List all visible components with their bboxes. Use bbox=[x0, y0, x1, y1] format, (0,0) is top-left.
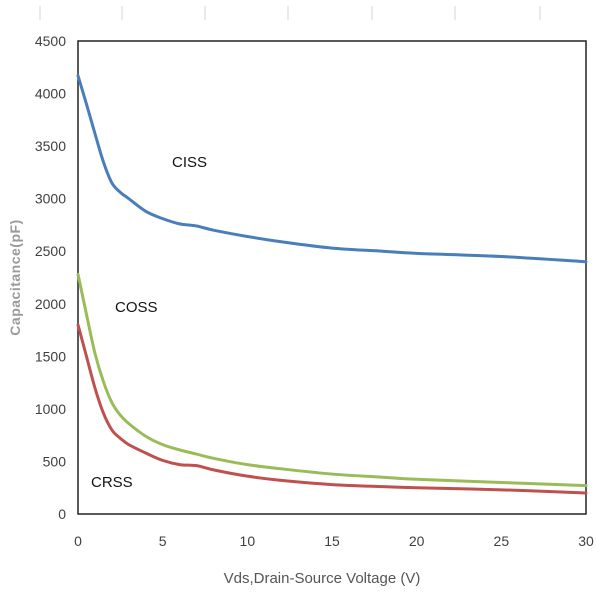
x-axis-title: Vds,Drain-Source Voltage (V) bbox=[224, 570, 421, 587]
series-line-ciss bbox=[76, 74, 588, 264]
y-tick-label: 2500 bbox=[35, 243, 66, 259]
x-tick-label: 20 bbox=[409, 533, 425, 549]
series-label-coss: COSS bbox=[115, 299, 158, 316]
series-label-ciss: CISS bbox=[172, 154, 207, 171]
series-label-crss: CRSS bbox=[91, 474, 133, 491]
y-tick-label: 3000 bbox=[35, 191, 66, 207]
top-tick-marks bbox=[39, 6, 541, 20]
y-tick-label: 1000 bbox=[35, 401, 66, 417]
x-tick-label: 5 bbox=[159, 533, 167, 549]
x-tick-label: 10 bbox=[240, 533, 256, 549]
y-tick-label: 1500 bbox=[35, 348, 66, 364]
ciss-label-background bbox=[163, 145, 213, 179]
x-axis-ticks: 0 5 10 15 20 25 30 bbox=[74, 533, 594, 549]
series-line-coss bbox=[76, 272, 588, 488]
y-tick-label: 500 bbox=[43, 453, 67, 469]
y-tick-label: 4500 bbox=[35, 33, 66, 49]
plot-area-frame bbox=[77, 40, 587, 515]
x-tick-label: 30 bbox=[578, 533, 594, 549]
y-tick-label: 3500 bbox=[35, 138, 66, 154]
y-axis-title: Capacitance(pF) bbox=[7, 219, 23, 335]
x-tick-label: 0 bbox=[74, 533, 82, 549]
series-line-crss bbox=[76, 323, 588, 495]
series-labels: CISS COSS CRSS bbox=[91, 145, 213, 491]
y-tick-label: 2000 bbox=[35, 296, 66, 312]
x-tick-label: 15 bbox=[324, 533, 340, 549]
y-tick-label: 4000 bbox=[35, 86, 66, 102]
series-lines bbox=[76, 74, 588, 495]
y-tick-label: 0 bbox=[58, 506, 66, 522]
y-axis-ticks: 0 500 1000 1500 2000 2500 3000 3500 4000 4500 bbox=[35, 33, 66, 522]
coss-label-background bbox=[108, 290, 166, 324]
x-tick-label: 25 bbox=[494, 533, 510, 549]
